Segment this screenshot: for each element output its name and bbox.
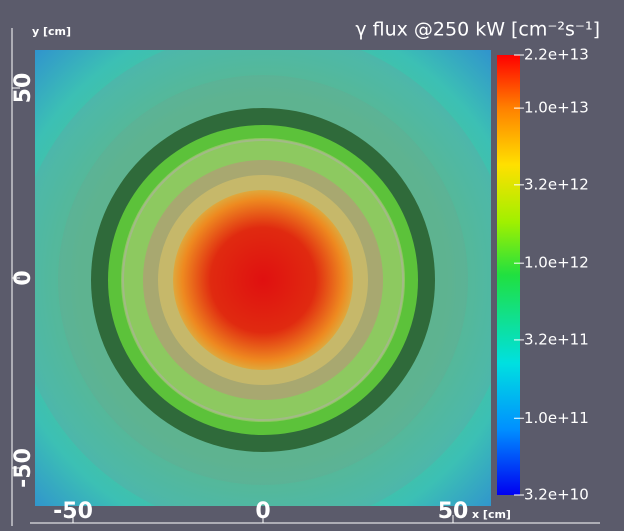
- chart: γ flux @250 kW [cm⁻²s⁻¹] y [cm] x [cm] -…: [0, 0, 624, 531]
- x-axis-label: x [cm]: [472, 508, 511, 521]
- x-tick-label: 50: [438, 499, 469, 524]
- x-tick-label: -50: [53, 499, 93, 524]
- x-tick-label: 0: [255, 499, 270, 524]
- y-axis-label: y [cm]: [32, 25, 71, 38]
- chart-title: γ flux @250 kW [cm⁻²s⁻¹]: [355, 19, 600, 41]
- colorbar-tick-label: 3.2e+11: [524, 330, 589, 348]
- colorbar-tick-label: 3.2e+10: [524, 486, 589, 504]
- y-tick-label: 50: [11, 73, 36, 104]
- colorbar-tick-label: 1.0e+11: [524, 409, 589, 427]
- colorbar-tick-label: 1.0e+13: [524, 99, 589, 117]
- colorbar-tick-label: 2.2e+13: [524, 46, 589, 64]
- colorbar-tick-label: 3.2e+12: [524, 175, 589, 193]
- y-tick-label: 0: [11, 270, 36, 285]
- colorbar-tick-label: 1.0e+12: [524, 254, 589, 272]
- flux-field: [13, 30, 513, 530]
- colorbar: [497, 55, 520, 495]
- y-tick-label: -50: [11, 448, 36, 488]
